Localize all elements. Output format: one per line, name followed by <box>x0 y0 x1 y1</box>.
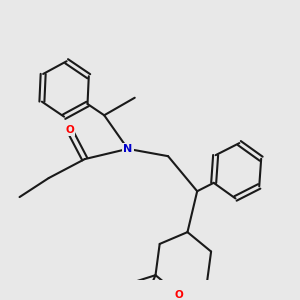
Text: O: O <box>175 290 184 300</box>
Text: N: N <box>123 144 132 154</box>
Text: O: O <box>65 125 74 135</box>
